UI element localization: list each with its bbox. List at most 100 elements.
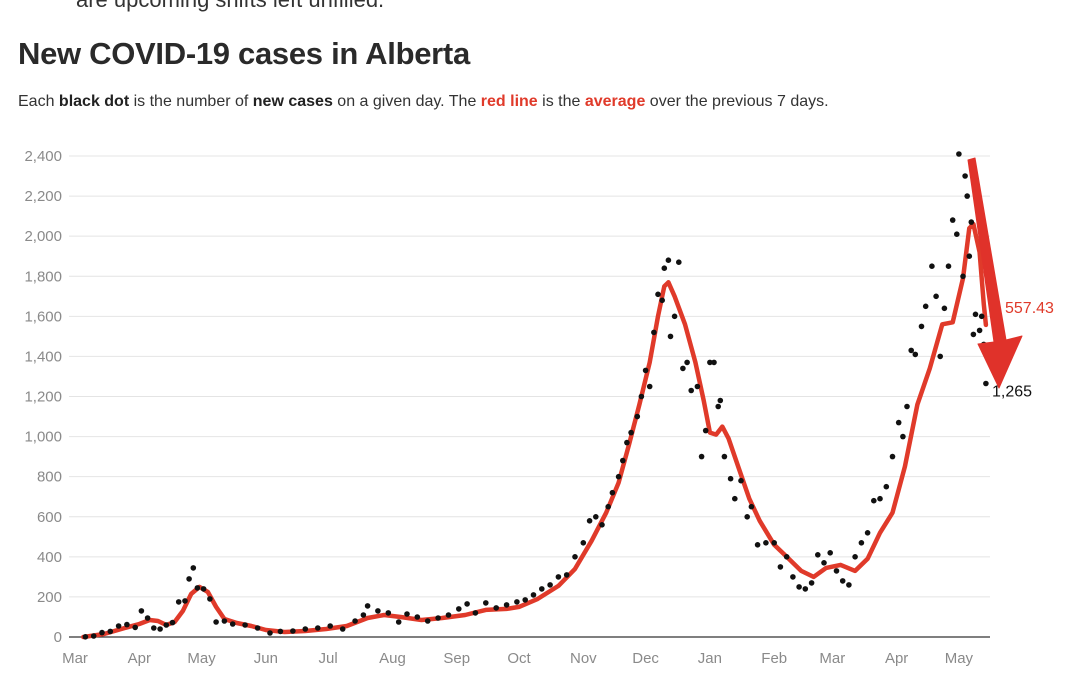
daily-case-dot xyxy=(138,608,145,614)
daily-case-dot xyxy=(671,313,678,320)
daily-case-dot xyxy=(715,403,721,410)
daily-case-dot xyxy=(651,329,657,336)
daily-case-dot xyxy=(972,311,979,318)
daily-case-dot xyxy=(941,305,948,312)
daily-case-dot xyxy=(889,453,896,460)
daily-case-dot xyxy=(738,477,744,484)
daily-case-dot xyxy=(530,592,537,598)
daily-case-dot xyxy=(464,601,470,607)
daily-case-dot xyxy=(514,599,520,605)
daily-case-dot xyxy=(790,574,796,580)
x-tick-label: Oct xyxy=(507,650,531,667)
daily-case-dot xyxy=(483,600,489,606)
daily-case-dot xyxy=(424,618,431,624)
daily-case-dot xyxy=(302,626,309,632)
daily-case-dot xyxy=(808,580,815,586)
average-line-layer xyxy=(81,221,989,640)
x-tick-label: Dec xyxy=(632,650,659,667)
daily-case-dot xyxy=(698,453,705,460)
y-tick-label: 2,400 xyxy=(24,148,62,165)
daily-case-dot xyxy=(956,151,962,157)
daily-case-dot xyxy=(839,578,846,584)
daily-case-dot xyxy=(871,497,877,504)
daily-case-dot xyxy=(609,489,616,496)
daily-case-dot xyxy=(395,619,402,625)
y-tick-label: 200 xyxy=(37,589,62,606)
x-axis-labels: Mar Apr May Jun Jul Aug Sep Oct Nov Dec Jan Feb Mar A… xyxy=(62,650,973,667)
daily-case-dot xyxy=(688,387,694,394)
daily-case-dot xyxy=(327,623,334,629)
daily-case-dot xyxy=(144,615,151,621)
subtitle-red-average: average xyxy=(584,93,646,110)
daily-case-dot xyxy=(213,619,219,625)
daily-case-dot xyxy=(877,495,883,502)
subtitle-red-line: red line xyxy=(480,93,538,110)
daily-case-dot xyxy=(707,359,713,366)
daily-case-dot xyxy=(182,598,188,604)
down-arrow-shape xyxy=(967,157,1023,389)
daily-case-dot xyxy=(777,564,784,570)
daily-case-dot xyxy=(937,353,943,360)
daily-case-dot xyxy=(929,263,935,269)
daily-case-dot xyxy=(90,633,97,639)
daily-case-dot xyxy=(883,483,890,490)
daily-case-dot xyxy=(445,612,452,618)
daily-case-dot xyxy=(846,582,852,588)
daily-case-dot xyxy=(665,257,672,263)
x-tick-label: Sep xyxy=(443,650,470,667)
daily-case-dot xyxy=(970,331,977,338)
subtitle-text: over the previous 7 days. xyxy=(645,93,829,110)
daily-case-dot xyxy=(186,576,192,582)
x-tick-label: Apr xyxy=(128,650,151,667)
daily-case-dot xyxy=(717,397,724,404)
subtitle-text: on a given day. The xyxy=(332,93,481,110)
x-tick-label: Nov xyxy=(570,650,597,667)
daily-case-dot xyxy=(599,522,605,528)
daily-case-dot xyxy=(732,495,738,502)
daily-case-dot xyxy=(908,347,914,354)
daily-case-dot xyxy=(783,554,790,560)
daily-case-dot xyxy=(694,383,701,390)
x-tick-label: May xyxy=(187,650,216,667)
y-tick-label: 800 xyxy=(37,469,62,486)
daily-case-dot xyxy=(190,565,197,571)
y-tick-label: 2,200 xyxy=(24,188,62,205)
daily-case-dot xyxy=(962,173,968,179)
daily-case-dot xyxy=(290,628,296,634)
daily-case-dot xyxy=(711,359,717,366)
subtitle-text: Each xyxy=(18,93,59,110)
subtitle-text: is the xyxy=(537,93,585,110)
daily-case-dot xyxy=(229,621,236,627)
daily-case-dot xyxy=(277,628,284,635)
daily-case-dot xyxy=(82,634,89,640)
daily-case-dot xyxy=(539,586,545,592)
daily-case-dot xyxy=(918,323,925,330)
subtitle-text: is the number of xyxy=(129,93,253,110)
daily-case-dot xyxy=(207,596,213,602)
daily-case-dot xyxy=(456,606,462,612)
daily-case-dot xyxy=(659,297,665,304)
x-tick-label: Mar xyxy=(62,650,88,667)
daily-case-dot xyxy=(221,618,228,624)
daily-case-dot xyxy=(904,403,910,410)
y-tick-label: 600 xyxy=(37,509,62,526)
line-end-label: 557.43 xyxy=(1005,300,1054,317)
daily-case-dot xyxy=(493,605,500,611)
y-tick-label: 1,200 xyxy=(24,389,62,406)
daily-case-dot xyxy=(721,453,728,460)
daily-case-dot xyxy=(827,550,833,556)
daily-case-dot xyxy=(364,603,371,609)
x-tick-label: Mar xyxy=(819,650,845,667)
daily-case-dot xyxy=(157,626,163,632)
daily-case-dot xyxy=(646,383,653,390)
daily-case-dot xyxy=(771,540,777,546)
daily-case-dot xyxy=(642,367,649,374)
downward-arrow xyxy=(967,157,1023,389)
covid-cases-chart: 0 200 400 600 800 1,000 1,200 1,400 1,600 1,800 2,… xyxy=(24,148,1054,667)
daily-case-dot xyxy=(655,291,661,298)
daily-case-dot xyxy=(833,568,840,574)
x-tick-label: Jul xyxy=(319,650,338,667)
daily-case-dot xyxy=(572,554,578,560)
daily-case-dot xyxy=(661,265,668,271)
daily-case-dot xyxy=(242,622,248,628)
